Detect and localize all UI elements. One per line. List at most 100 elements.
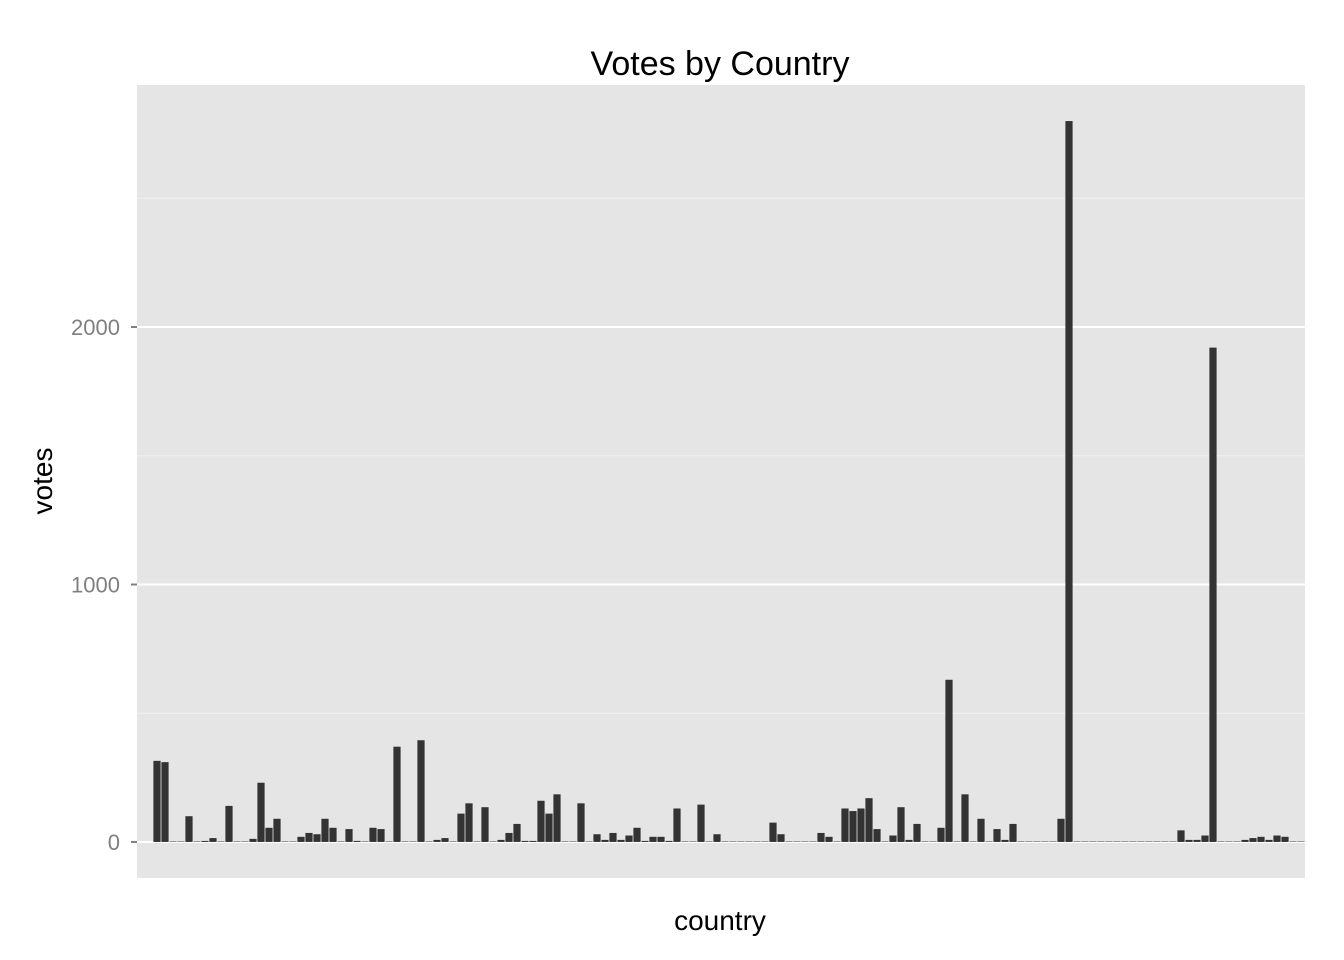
bar [1249,838,1257,842]
bar [1121,841,1129,842]
bar [729,841,737,842]
bar [425,841,433,842]
bar [361,841,369,842]
bar [1265,839,1273,842]
bar [609,832,617,842]
bar [185,816,193,842]
bar [241,841,249,842]
x-axis-title: country [674,905,766,936]
bar [201,840,209,842]
bar [193,841,201,842]
bar [705,841,713,842]
y-tick-label: 2000 [71,315,120,340]
bar [1113,841,1121,842]
bar [857,808,865,842]
bar [369,827,377,842]
bar [929,841,937,842]
bar [545,813,553,842]
bar [1225,841,1233,842]
bar [713,834,721,842]
bar [409,841,417,842]
bar [1193,839,1201,842]
bar [1089,841,1097,842]
bar [1297,841,1305,842]
bar [465,803,473,842]
bar [793,841,801,842]
bar [585,841,593,842]
bar [297,836,305,842]
bar [601,839,609,842]
bar [1153,841,1161,842]
bar [689,841,697,842]
bar [289,841,297,842]
bar [497,839,505,842]
bar [329,827,337,842]
bar [1217,841,1225,842]
bar [617,839,625,842]
y-tick-label: 1000 [71,572,120,597]
bar [1065,121,1073,842]
bar [161,762,169,842]
bar [753,841,761,842]
bar [537,800,545,842]
bar [905,839,913,842]
bar [281,841,289,842]
bar [937,827,945,842]
bar [521,840,529,842]
bar [1201,835,1209,842]
bar [481,807,489,842]
bar [1009,823,1017,842]
bar [1289,841,1297,842]
bar [449,841,457,842]
bar [1049,841,1057,842]
bar [673,808,681,842]
bar [833,841,841,842]
bar [1017,841,1025,842]
bar [737,841,745,842]
y-axis-title: votes [27,448,58,515]
bar [249,838,257,842]
bar [529,840,537,842]
bar [441,838,449,842]
bar [273,818,281,842]
bar [505,832,513,842]
bar [881,841,889,842]
bar [801,841,809,842]
bar [593,834,601,842]
major-gridlines [137,326,1305,843]
bar [433,839,441,842]
bar [1233,841,1241,842]
bar [337,841,345,842]
bar [665,840,673,842]
bar [1001,839,1009,842]
bar [257,782,265,842]
bar [1209,347,1217,842]
bar [913,823,921,842]
bar [217,841,225,842]
bar [985,841,993,842]
bar [1241,839,1249,842]
bar [313,834,321,842]
bar [489,841,497,842]
bar [401,841,409,842]
bar [305,832,313,842]
bar [345,829,353,842]
y-axis-tick-labels: 0 1000 2000 [71,315,120,855]
bars [153,121,1305,842]
bar [457,813,465,842]
bar [385,841,393,842]
bar [865,798,873,842]
bar [1137,841,1145,842]
bar [873,829,881,842]
bar [1145,841,1153,842]
bar [785,841,793,842]
bar [233,841,241,842]
y-axis-ticks [131,326,137,843]
bar [953,841,961,842]
bar [849,811,857,842]
bar [777,834,785,842]
bar [225,805,233,842]
bar [961,794,969,842]
bar [1105,841,1113,842]
